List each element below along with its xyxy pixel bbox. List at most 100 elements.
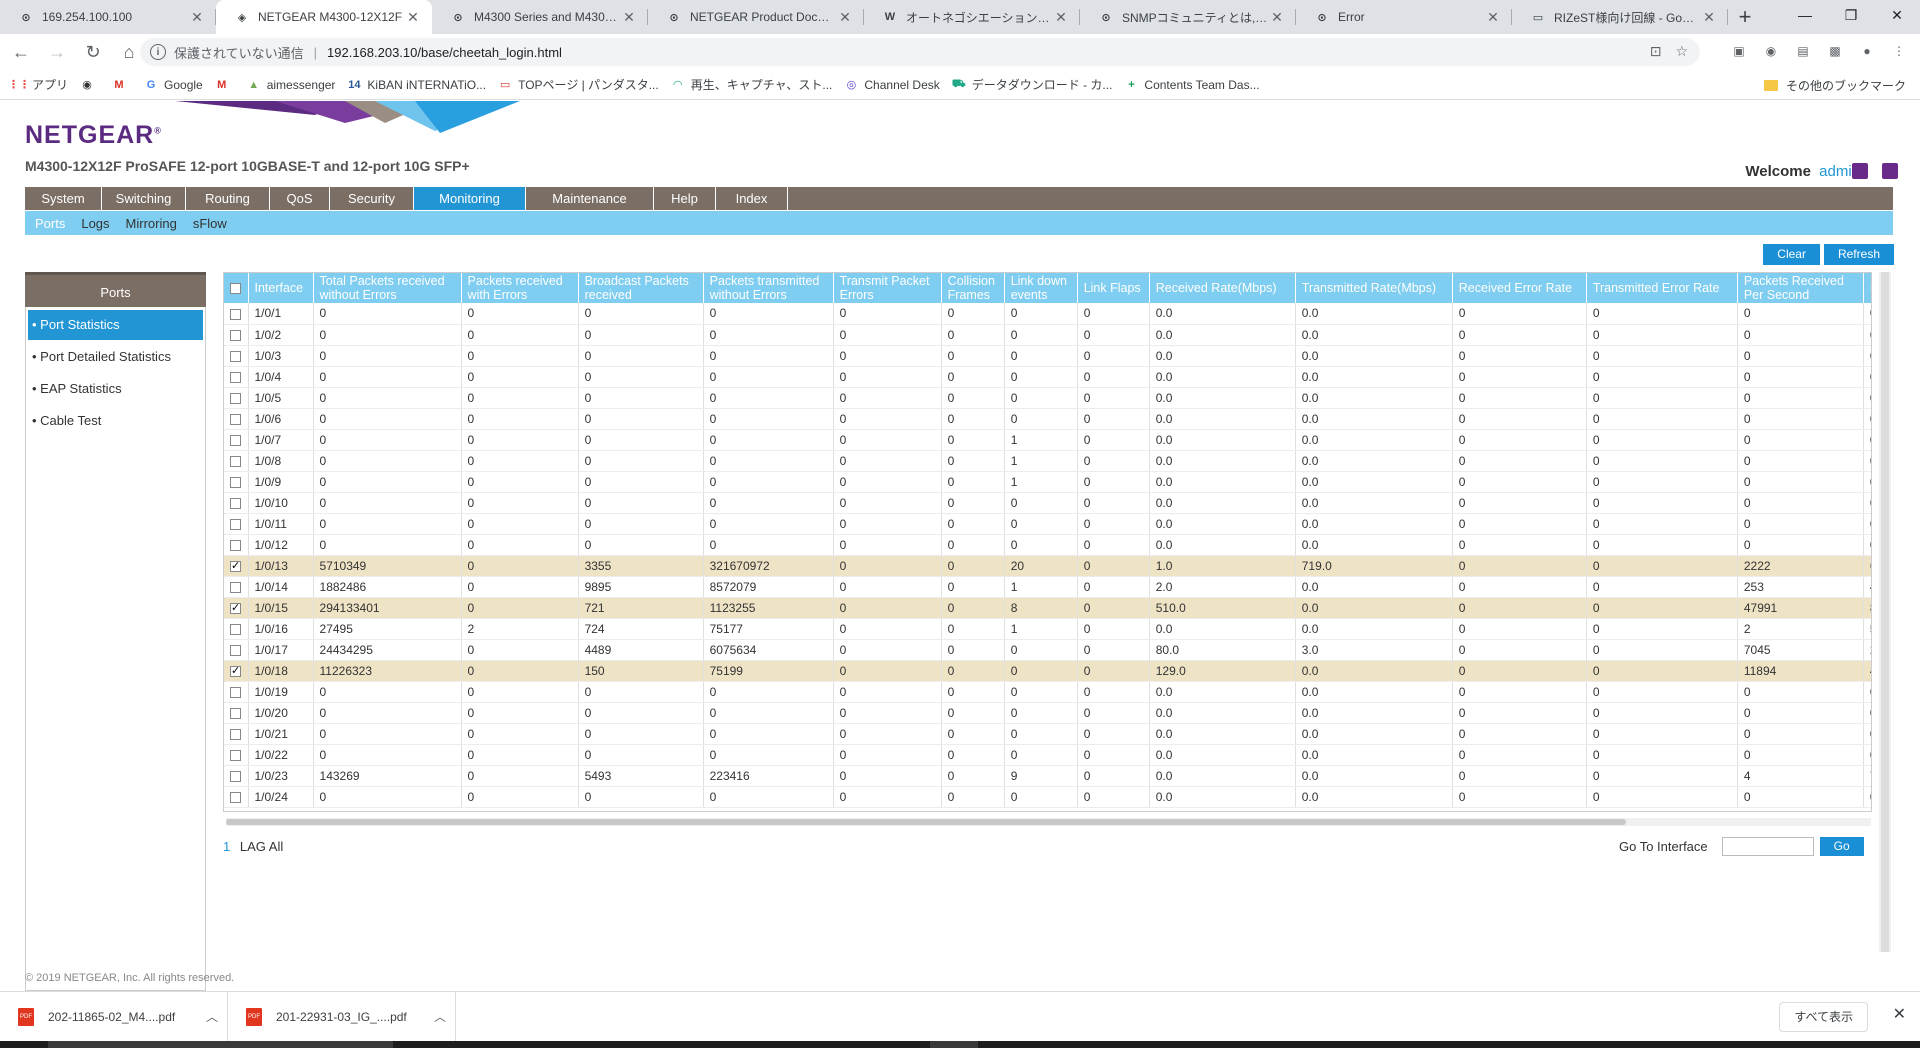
bookmark-item[interactable]: ◎ Channel Desk — [844, 76, 940, 93]
nav-tab-routing[interactable]: Routing — [186, 187, 270, 210]
back-icon[interactable]: ← — [12, 41, 30, 62]
menu-kebab-icon[interactable]: ⋮ — [1893, 44, 1905, 58]
go-button[interactable]: Go — [1819, 837, 1864, 856]
bookmark-item[interactable]: ▲ aimessenger — [247, 76, 335, 93]
sidebar-item-cable-test[interactable]: Cable Test — [28, 406, 203, 436]
close-download-bar-icon[interactable]: ✕ — [1892, 1006, 1906, 1023]
column-header[interactable]: Packets Received Per Second — [1737, 273, 1864, 303]
save-config-icon[interactable] — [1852, 163, 1868, 179]
bookmark-item[interactable]: ◠ 再生、キャプチャ、スト... — [671, 76, 832, 93]
column-header[interactable]: Packets received with Errors — [461, 273, 579, 303]
page-number-link[interactable]: 1 — [223, 839, 231, 854]
column-header[interactable]: P — [1863, 273, 1871, 303]
reload-icon[interactable]: ↻ — [85, 41, 101, 62]
url-text[interactable]: 192.168.203.10/base/cheetah_login.html — [327, 44, 562, 60]
subnav-ports[interactable]: Ports — [35, 215, 66, 231]
scroll-thumb[interactable] — [1881, 272, 1889, 952]
row-checkbox[interactable] — [230, 329, 241, 341]
row-checkbox[interactable] — [230, 749, 241, 761]
browser-tab[interactable]: ⊙ 169.254.100.100 ✕ — [0, 0, 216, 34]
row-checkbox[interactable] — [230, 791, 241, 803]
blocked-popup-icon[interactable]: ⊡ — [1649, 43, 1662, 59]
row-checkbox[interactable] — [230, 497, 241, 509]
bookmark-item[interactable]: ▭ TOPページ | パンダスタ... — [498, 76, 659, 93]
nav-tab-help[interactable]: Help — [654, 187, 716, 210]
column-header[interactable]: Total Packets received without Errors — [313, 273, 462, 303]
download-item[interactable]: PDF 202-11865-02_M4....pdf ︿ — [0, 991, 228, 1042]
bookmark-item[interactable]: M — [112, 76, 132, 93]
row-checkbox[interactable] — [230, 392, 241, 404]
bookmark-star-icon[interactable]: ☆ — [1675, 43, 1688, 59]
scroll-thumb[interactable] — [226, 819, 1626, 825]
row-checkbox[interactable] — [230, 644, 241, 656]
row-checkbox[interactable] — [230, 518, 241, 530]
browser-tab[interactable]: ⊙ M4300 Series and M4300-9 ✕ — [432, 0, 648, 34]
subnav-mirroring[interactable]: Mirroring — [125, 215, 177, 231]
column-header[interactable]: Packets transmitted without Errors — [703, 273, 834, 303]
table-row[interactable]: 1/0/15294133401072111232550080510.00.000… — [224, 597, 1871, 619]
profile-avatar-icon[interactable]: ● — [1863, 44, 1871, 58]
camera-extension-icon[interactable]: ◉ — [1765, 44, 1777, 58]
logout-icon[interactable] — [1882, 163, 1898, 179]
lag-link[interactable]: LAG — [239, 839, 266, 854]
clear-button[interactable]: Clear — [1763, 244, 1820, 265]
table-row[interactable]: 1/0/14 1882486 0 9895 8572079 0 0 1 0 2.0 0.0 0 0 253… — [224, 576, 1871, 598]
row-checkbox[interactable] — [230, 686, 241, 698]
browser-tab[interactable]: W オートネゴシエーション - Wikiped✕ — [864, 0, 1080, 34]
column-header[interactable]: Transmitted Error Rate — [1586, 273, 1738, 303]
bookmark-item[interactable]: ⋮⋮ アプリ — [8, 76, 68, 93]
row-checkbox[interactable] — [230, 434, 241, 446]
refresh-button[interactable]: Refresh — [1823, 244, 1894, 265]
nav-tab-system[interactable]: System — [25, 187, 102, 210]
forward-icon[interactable]: → — [48, 41, 66, 62]
tab-close-icon[interactable]: ✕ — [1487, 8, 1499, 25]
chevron-up-icon[interactable]: ︿ — [433, 1010, 446, 1024]
browser-tab[interactable]: ⊙ NETGEAR Product Documen ✕ — [648, 0, 864, 34]
table-row[interactable]: 1/0/13571034903355321670972002001.0719.0… — [224, 555, 1871, 577]
address-bar[interactable]: i 保護されていない通信 | 192.168.203.10/base/cheet… — [140, 38, 1700, 66]
nav-tab-monitoring[interactable]: Monitoring — [414, 187, 526, 210]
row-checkbox[interactable] — [230, 728, 241, 740]
all-link[interactable]: All — [268, 839, 284, 854]
row-checkbox[interactable] — [230, 707, 241, 719]
column-header[interactable]: Broadcast Packets received — [578, 273, 704, 303]
column-header[interactable]: Received Error Rate — [1452, 273, 1587, 303]
tab-close-icon[interactable]: ✕ — [1055, 8, 1067, 25]
row-checkbox[interactable] — [230, 350, 241, 362]
home-icon[interactable]: ⌂ — [123, 41, 135, 62]
sidebar-item-port-statistics[interactable]: Port Statistics — [28, 310, 203, 340]
tab-close-icon[interactable]: ✕ — [839, 8, 851, 25]
username-link[interactable]: admin — [1819, 163, 1860, 180]
select-all-checkbox[interactable] — [230, 283, 241, 295]
row-checkbox[interactable] — [230, 455, 241, 467]
other-bookmarks[interactable]: その他のブックマーク — [1763, 77, 1906, 94]
row-checkbox[interactable] — [230, 623, 241, 635]
sidebar-item-port-detailed-statistics[interactable]: Port Detailed Statistics — [28, 342, 203, 372]
column-header[interactable]: Interface — [248, 273, 314, 303]
nav-tab-maintenance[interactable]: Maintenance — [526, 187, 654, 210]
tab-close-icon[interactable]: ✕ — [407, 8, 419, 25]
nav-tab-qos[interactable]: QoS — [270, 187, 330, 210]
nav-tab-switching[interactable]: Switching — [102, 187, 186, 210]
row-checkbox[interactable] — [230, 413, 241, 425]
subnav-sflow[interactable]: sFlow — [192, 215, 227, 231]
table-row[interactable]: 1/0/18112263230150751990000129.00.000118… — [224, 660, 1871, 682]
bookmark-item[interactable]: ◉ — [80, 76, 100, 93]
extension-icon[interactable]: ▣ — [1733, 44, 1745, 58]
goto-interface-input[interactable] — [1721, 837, 1814, 856]
row-checkbox[interactable] — [230, 581, 241, 593]
row-checkbox[interactable] — [230, 664, 241, 677]
bookmark-item[interactable]: ⛟ データダウンロード - カ... — [952, 76, 1113, 93]
